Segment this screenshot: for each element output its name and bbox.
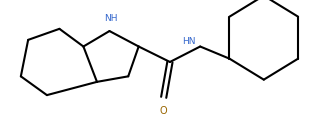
Text: NH: NH xyxy=(104,14,117,23)
Text: O: O xyxy=(160,105,168,115)
Text: HN: HN xyxy=(183,37,196,46)
